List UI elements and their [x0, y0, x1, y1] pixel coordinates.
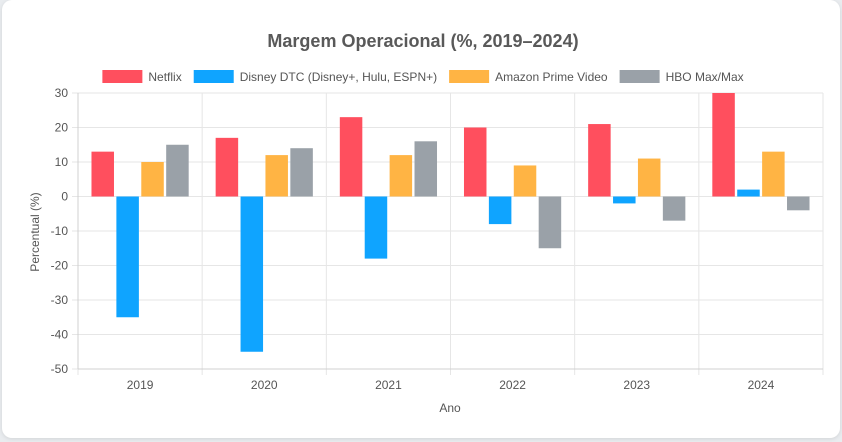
- bar-disney-2022[interactable]: [488, 196, 512, 225]
- legend-label: HBO Max/Max: [666, 70, 744, 84]
- y-axis-title: Percentual (%): [28, 192, 42, 271]
- legend-label: Netflix: [148, 70, 181, 84]
- bars: [91, 93, 810, 352]
- bar-amazon-2020[interactable]: [265, 155, 288, 197]
- bar-netflix-2024[interactable]: [712, 93, 735, 197]
- bar-disney-2019[interactable]: [116, 196, 139, 318]
- bar-netflix-2019[interactable]: [91, 151, 114, 197]
- bar-netflix-2023[interactable]: [588, 124, 611, 197]
- y-tick-label: 10: [55, 155, 69, 169]
- legend[interactable]: Netflix Disney DTC (Disney+, Hulu, ESPN+)…: [102, 70, 744, 84]
- x-tick-label: 2024: [748, 378, 775, 392]
- bar-amazon-2023[interactable]: [637, 158, 661, 197]
- bar-disney-2021[interactable]: [364, 196, 388, 259]
- y-tick-label: 30: [55, 86, 69, 100]
- y-tick-label: -20: [51, 259, 69, 273]
- x-tick-label: 2020: [251, 378, 278, 392]
- bar-hbo-2021[interactable]: [414, 141, 438, 197]
- y-tick-label: -50: [51, 362, 69, 376]
- bar-disney-2023[interactable]: [613, 196, 636, 204]
- bar-netflix-2021[interactable]: [339, 117, 363, 197]
- y-tick-label: -30: [51, 293, 69, 307]
- x-tick-label: 2019: [127, 378, 154, 392]
- legend-label: Disney DTC (Disney+, Hulu, ESPN+): [240, 70, 437, 84]
- x-axis-title: Ano: [439, 401, 461, 415]
- x-axis-ticks: 2019 2020 2021 2022 2023 2024: [127, 378, 775, 392]
- bar-hbo-2019[interactable]: [166, 144, 189, 197]
- bar-hbo-2023[interactable]: [662, 196, 686, 221]
- x-tick-label: 2023: [623, 378, 650, 392]
- legend-swatch: [619, 70, 660, 83]
- legend-swatch: [193, 70, 234, 83]
- bar-amazon-2022[interactable]: [513, 165, 537, 197]
- bar-amazon-2021[interactable]: [389, 155, 413, 197]
- bar-amazon-2019[interactable]: [141, 162, 164, 197]
- bar-hbo-2022[interactable]: [538, 196, 562, 249]
- bar-disney-2024[interactable]: [737, 189, 760, 197]
- bar-hbo-2020[interactable]: [290, 148, 313, 197]
- bar-amazon-2024[interactable]: [762, 151, 785, 197]
- y-tick-label: 20: [55, 121, 69, 135]
- bar-disney-2020[interactable]: [240, 196, 264, 352]
- y-tick-label: 0: [61, 190, 68, 204]
- bar-netflix-2022[interactable]: [463, 127, 487, 197]
- bar-netflix-2020[interactable]: [215, 137, 239, 197]
- legend-item-0[interactable]: Netflix: [102, 70, 182, 84]
- y-tick-label: -40: [51, 328, 69, 342]
- x-tick-label: 2022: [499, 378, 526, 392]
- chart-title: Margem Operacional (%, 2019–2024): [267, 31, 578, 51]
- bar-hbo-2024[interactable]: [787, 196, 810, 211]
- legend-swatch: [102, 70, 143, 83]
- legend-label: Amazon Prime Video: [495, 70, 608, 84]
- y-tick-label: -10: [51, 224, 69, 238]
- grid-lines: [72, 92, 824, 375]
- legend-item-1[interactable]: Disney DTC (Disney+, Hulu, ESPN+): [193, 70, 437, 84]
- legend-item-3[interactable]: HBO Max/Max: [619, 70, 744, 84]
- x-tick-label: 2021: [375, 378, 402, 392]
- y-axis-ticks: 30 20 10 0 -10 -20 -30 -40 -50: [51, 86, 69, 376]
- legend-item-2[interactable]: Amazon Prime Video: [449, 70, 608, 84]
- legend-swatch: [449, 70, 490, 83]
